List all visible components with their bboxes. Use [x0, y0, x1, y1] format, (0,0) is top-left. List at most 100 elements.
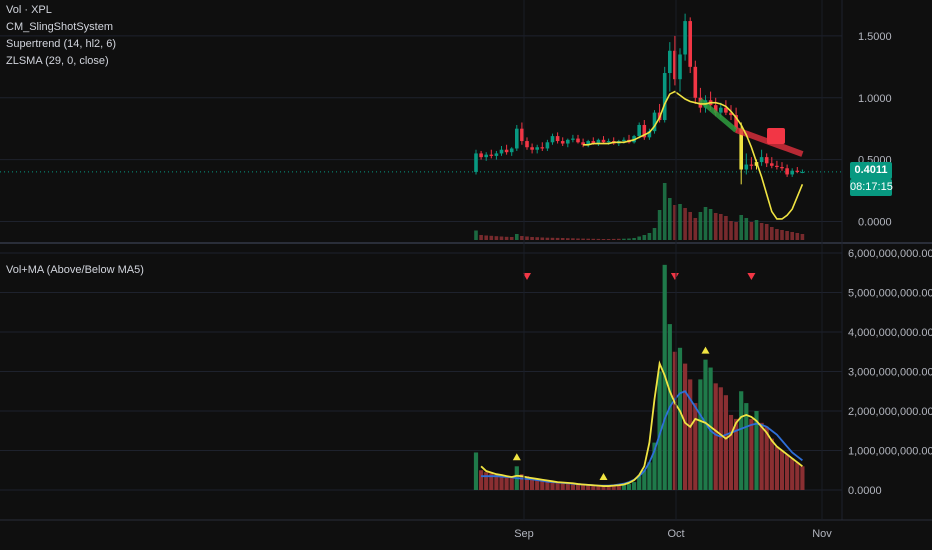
overlay-volume-bar: [535, 237, 539, 240]
candle-body: [591, 141, 596, 144]
overlay-volume-bar: [744, 218, 749, 240]
volume-bar: [790, 458, 795, 490]
supertrend-sell-marker: [767, 128, 785, 144]
volume-bar: [575, 484, 581, 490]
volume-bar: [565, 482, 570, 490]
overlay-volume-bar: [550, 237, 555, 240]
volume-bar: [723, 395, 728, 490]
candle-body: [494, 153, 499, 156]
overlay-volume-bar: [734, 222, 738, 240]
volume-bar: [570, 483, 575, 490]
candle-body: [515, 128, 519, 149]
volume-bar: [473, 452, 479, 490]
volume-bar: [637, 476, 642, 490]
candle-body: [606, 141, 611, 143]
candle-body: [713, 105, 718, 113]
overlay-volume-bar: [581, 238, 585, 240]
legend-indicator-slingshot[interactable]: CM_SlingShotSystem: [6, 21, 113, 33]
volume-bar: [524, 476, 530, 490]
volume-tick-label: 4,000,000,000.0000: [848, 327, 932, 339]
volume-bar: [683, 363, 688, 490]
overlay-volume-bar: [622, 238, 626, 240]
candle-body: [509, 148, 514, 153]
overlay-volume-bar: [759, 223, 764, 240]
overlay-volume-bar: [657, 210, 662, 240]
volume-bar: [795, 462, 800, 490]
overlay-volume-bar: [642, 235, 647, 240]
volume-ma-fast-line: [480, 360, 803, 487]
volume-bar: [769, 438, 774, 490]
candle-body: [474, 153, 478, 172]
volume-bar: [672, 351, 677, 490]
volume-bar: [540, 480, 545, 490]
overlay-volume-bar: [520, 236, 524, 240]
volume-bar: [734, 418, 739, 490]
volume-bar: [749, 418, 754, 490]
volume-bar: [708, 367, 713, 490]
signal-up-triangle: [701, 346, 710, 354]
volume-tick-label: 0.0000: [848, 485, 882, 497]
legend-volume-title[interactable]: Vol+MA (Above/Below MA5): [6, 264, 144, 276]
overlay-volume-bar: [555, 237, 560, 240]
volume-bar: [504, 477, 509, 490]
overlay-volume-bar: [780, 230, 784, 240]
volume-bar: [509, 478, 514, 490]
overlay-volume-bar: [484, 235, 488, 240]
candle-body: [560, 141, 565, 144]
candle-body: [571, 138, 575, 140]
volume-bar: [530, 478, 535, 490]
overlay-volume-bar: [764, 224, 769, 240]
overlay-volume-bar: [515, 234, 519, 240]
volume-bar: [728, 414, 734, 490]
candle-body: [586, 141, 590, 145]
overlay-volume-bar: [632, 238, 636, 240]
overlay-volume-bar: [724, 216, 728, 240]
candle-body: [749, 164, 754, 166]
volume-bar: [785, 454, 790, 490]
time-tick-label: Sep: [514, 528, 534, 540]
volume-bar: [713, 383, 718, 490]
candle-body: [729, 112, 733, 116]
legend-indicator-supertrend[interactable]: Supertrend (14, hl2, 6): [6, 38, 117, 50]
overlay-volume-bar: [566, 238, 570, 240]
volume-tick-label: 5,000,000,000.0000: [848, 288, 932, 300]
candle-body: [780, 167, 784, 169]
overlay-volume-bar: [606, 239, 611, 240]
overlay-volume-bar: [754, 220, 759, 240]
overlay-volume-bar: [688, 212, 692, 240]
volume-bar: [555, 481, 560, 490]
overlay-volume-bar: [749, 222, 754, 240]
volume-bar: [657, 371, 662, 490]
volume-bar: [739, 391, 744, 490]
overlay-volume-bar: [795, 233, 800, 240]
time-tick-label: Nov: [812, 528, 832, 540]
volume-bar: [642, 470, 647, 490]
overlay-volume-bar: [683, 208, 687, 240]
volume-bar: [647, 462, 652, 490]
legend-indicator-zlsma[interactable]: ZLSMA (29, 0, close): [6, 55, 109, 67]
legend-symbol[interactable]: Vol · XPL: [6, 4, 52, 16]
overlay-volume-bar: [560, 238, 565, 240]
candle-body: [724, 107, 728, 113]
time-tick-label: Oct: [667, 528, 684, 540]
overlay-volume-bar: [729, 221, 733, 240]
candle-body: [489, 154, 494, 156]
overlay-volume-bar: [770, 227, 774, 240]
volume-bar: [632, 482, 637, 490]
candle-body: [795, 170, 800, 172]
volume-bar: [535, 478, 540, 490]
volume-bar: [774, 446, 779, 490]
overlay-volume-bar: [499, 236, 504, 240]
overlay-volume-bar: [708, 209, 713, 240]
candle-body: [566, 139, 570, 144]
candle-body: [550, 136, 555, 143]
top-legend: Vol · XPL CM_SlingShotSystem Supertrend …: [6, 2, 116, 70]
candle-body: [739, 128, 743, 170]
price-tick-label: 0.0000: [858, 216, 892, 228]
overlay-volume-bar: [678, 204, 682, 240]
overlay-volume-bar: [673, 205, 677, 240]
volume-ma-slow-line: [481, 390, 803, 487]
overlay-volume-bar: [571, 238, 575, 240]
